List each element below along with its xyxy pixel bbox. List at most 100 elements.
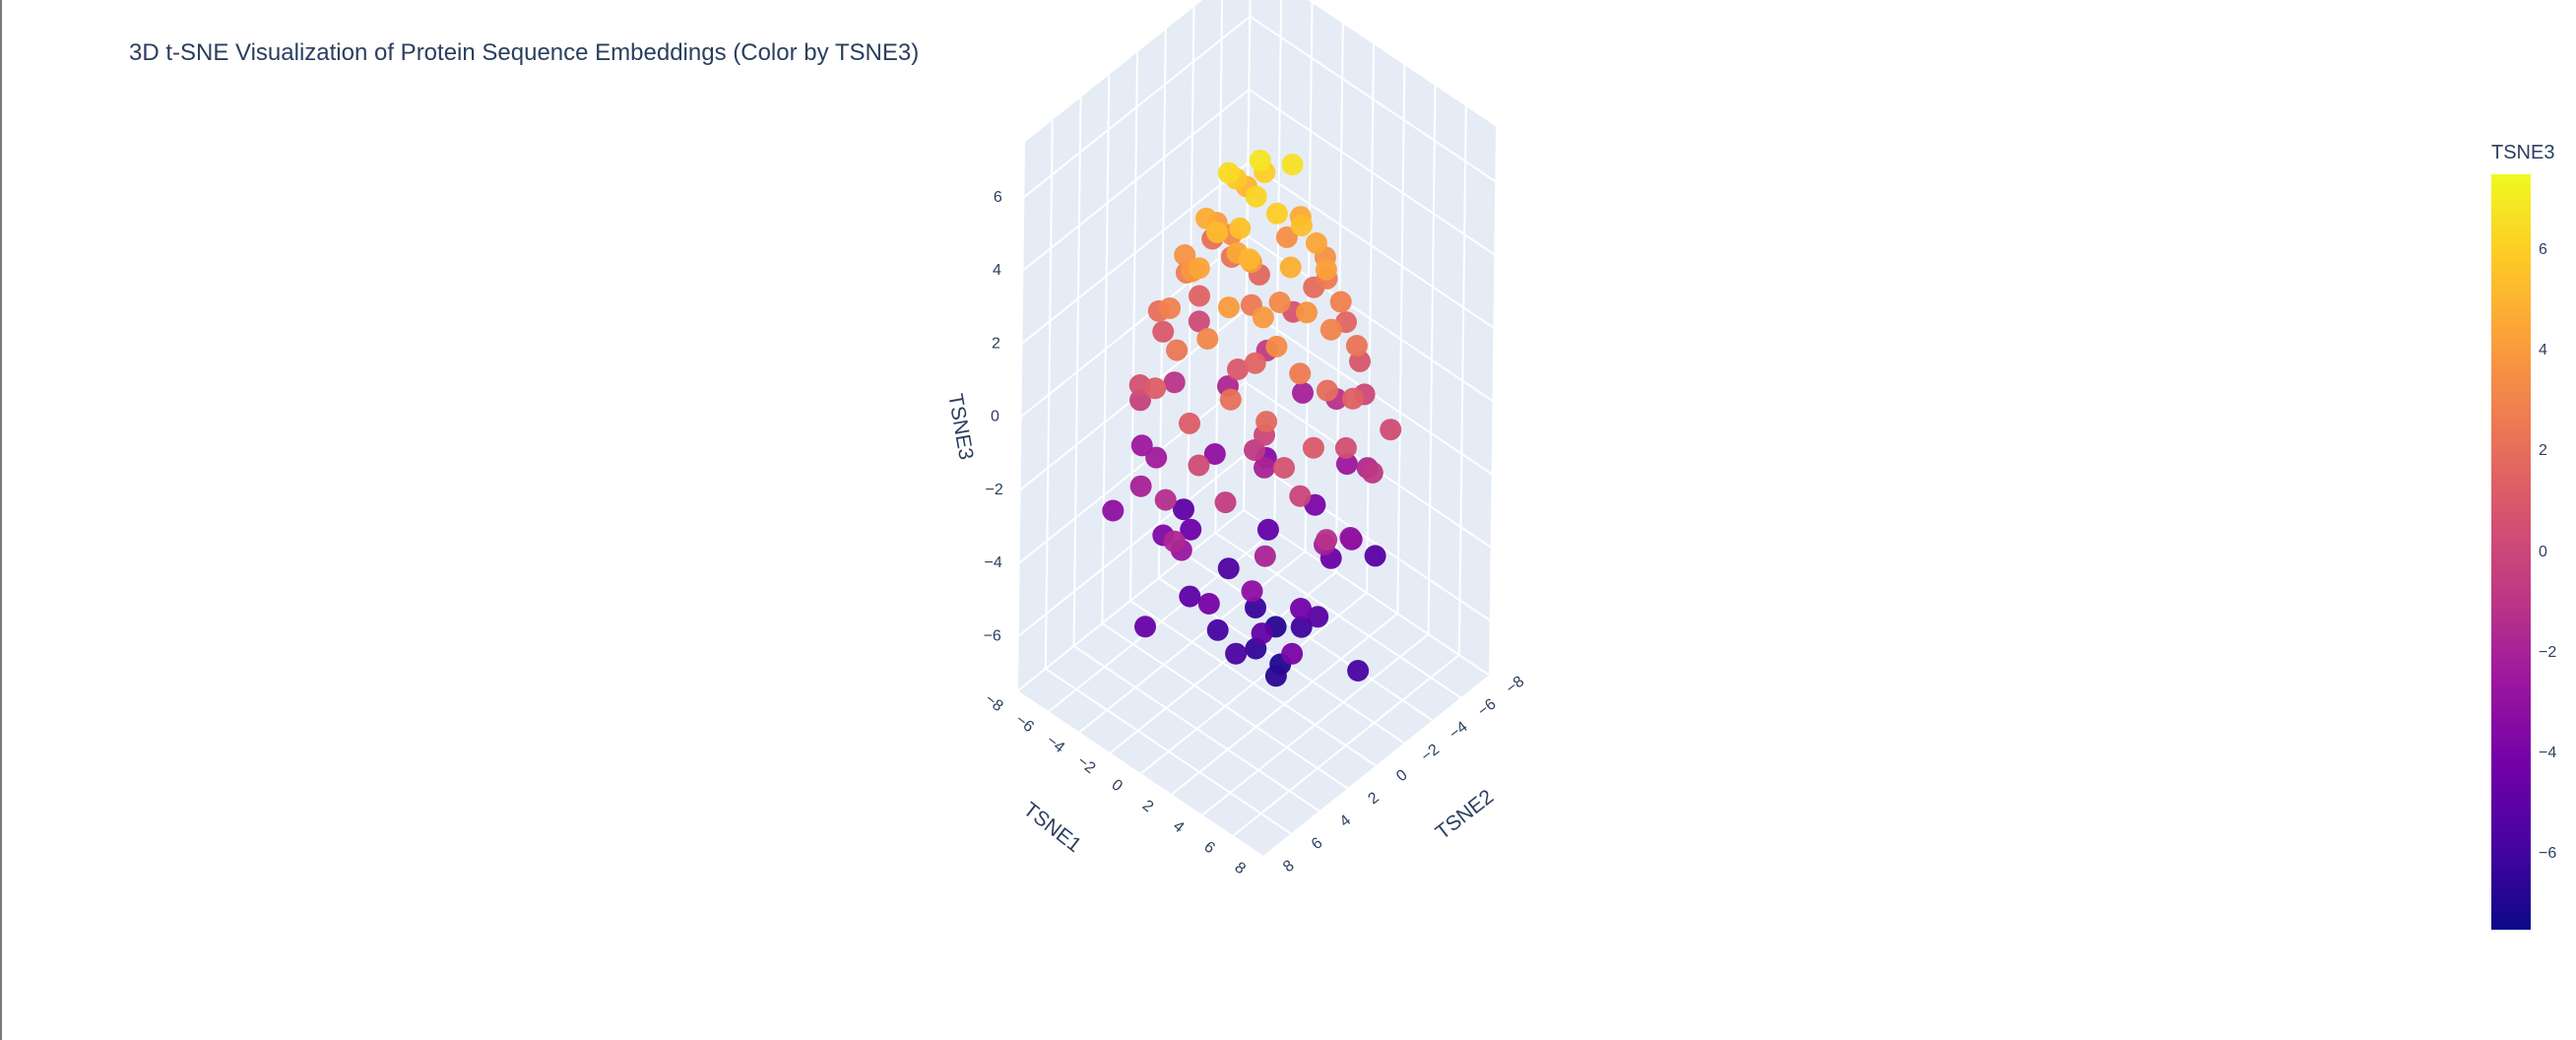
tick-label-tsne3: 4 (993, 262, 1001, 279)
data-point (1179, 413, 1200, 434)
data-point (1265, 336, 1287, 358)
data-point (1362, 462, 1384, 484)
tick-label-tsne2: −6 (1475, 695, 1500, 720)
data-point (1145, 447, 1167, 469)
tick-label-tsne3: 0 (991, 409, 999, 425)
tick-label-tsne3: −2 (985, 482, 1002, 498)
data-point (1179, 586, 1200, 608)
data-point (1144, 377, 1166, 399)
data-point (1265, 665, 1287, 686)
tick-label-tsne1: 2 (1139, 797, 1157, 815)
data-point (1296, 301, 1318, 323)
data-point (1189, 286, 1210, 307)
data-point (1317, 380, 1338, 402)
data-point (1164, 531, 1186, 552)
tick-label-tsne2: 0 (1393, 766, 1411, 785)
axis-title-tsne3: TSNE3 (943, 392, 977, 462)
data-point (1380, 419, 1401, 440)
data-point (1130, 476, 1152, 497)
data-point (1134, 616, 1156, 637)
data-point (1229, 218, 1251, 239)
data-point (1335, 437, 1357, 459)
data-point (1303, 437, 1324, 459)
data-point (1266, 203, 1288, 225)
tick-label-tsne1: −2 (1074, 752, 1099, 777)
tick-label-tsne1: 0 (1108, 776, 1126, 795)
colorbar-tick-label: −2 (2539, 644, 2556, 662)
colorbar-tick-label: 4 (2539, 342, 2547, 359)
data-point (1292, 382, 1314, 404)
tick-label-tsne2: −8 (1503, 673, 1527, 697)
data-point (1218, 296, 1240, 318)
tick-label-tsne2: 6 (1309, 834, 1326, 853)
data-point (1339, 527, 1361, 549)
data-point (1330, 292, 1352, 313)
data-point (1189, 257, 1210, 279)
data-point (1280, 257, 1302, 279)
tick-label-tsne2: −4 (1447, 718, 1471, 743)
data-point (1159, 297, 1181, 319)
data-point (1269, 292, 1291, 313)
colorbar-tick-label: 0 (2539, 544, 2547, 561)
tick-label-tsne1: −4 (1043, 732, 1067, 756)
data-point (1316, 259, 1337, 281)
data-point (1207, 619, 1229, 641)
colorbar-tick-label: 6 (2539, 241, 2547, 259)
data-point (1347, 660, 1369, 682)
axis-title-tsne1: TSNE1 (1019, 798, 1085, 857)
tick-label-tsne2: 8 (1280, 857, 1298, 876)
data-point (1220, 389, 1242, 411)
data-point (1253, 306, 1274, 328)
data-point (1239, 248, 1260, 270)
tick-label-tsne2: −2 (1418, 741, 1443, 765)
tick-label-tsne3: −6 (984, 628, 1001, 645)
data-point (1306, 232, 1327, 254)
data-point (1257, 519, 1279, 541)
data-point (1290, 598, 1312, 619)
data-point (1196, 328, 1218, 350)
data-point (1282, 154, 1304, 175)
data-point (1346, 335, 1368, 357)
tick-label-tsne3: 6 (994, 189, 1002, 206)
data-point (1155, 489, 1177, 511)
tick-label-tsne1: −8 (982, 690, 1006, 715)
colorbar (2491, 174, 2531, 930)
data-point (1281, 643, 1303, 665)
data-point (1289, 486, 1311, 507)
data-point (1273, 457, 1295, 479)
colorbar-title: TSNE3 (2491, 142, 2554, 164)
data-point (1252, 622, 1273, 644)
data-point (1250, 150, 1271, 171)
data-point (1320, 319, 1342, 341)
data-point (1289, 362, 1311, 384)
data-point (1225, 643, 1247, 665)
tick-label-tsne3: 2 (992, 335, 1000, 352)
data-point (1255, 546, 1276, 567)
tick-label-tsne2: 4 (1337, 812, 1355, 830)
data-point (1291, 215, 1313, 236)
data-point (1218, 162, 1240, 184)
data-point (1242, 580, 1263, 602)
data-point (1166, 340, 1188, 361)
data-point (1198, 593, 1220, 615)
data-point (1164, 371, 1186, 393)
data-point (1245, 353, 1266, 374)
tick-label-tsne1: 8 (1231, 859, 1249, 878)
tick-label-tsne1: 4 (1170, 817, 1188, 836)
data-point (1342, 388, 1364, 410)
colorbar-tick-label: −6 (2539, 845, 2556, 863)
data-point (1218, 557, 1240, 579)
data-point (1365, 545, 1386, 566)
colorbar-tick-label: −4 (2539, 745, 2556, 762)
tick-label-tsne3: −4 (984, 554, 1001, 571)
tick-label-tsne2: 2 (1365, 789, 1383, 808)
data-point (1246, 186, 1267, 208)
data-point (1316, 529, 1337, 551)
data-point (1206, 222, 1228, 243)
tick-label-tsne1: 6 (1200, 838, 1218, 857)
data-point (1256, 411, 1277, 432)
axis-title-tsne2: TSNE2 (1432, 785, 1498, 844)
data-point (1188, 455, 1209, 477)
colorbar-tick-label: 2 (2539, 442, 2547, 460)
